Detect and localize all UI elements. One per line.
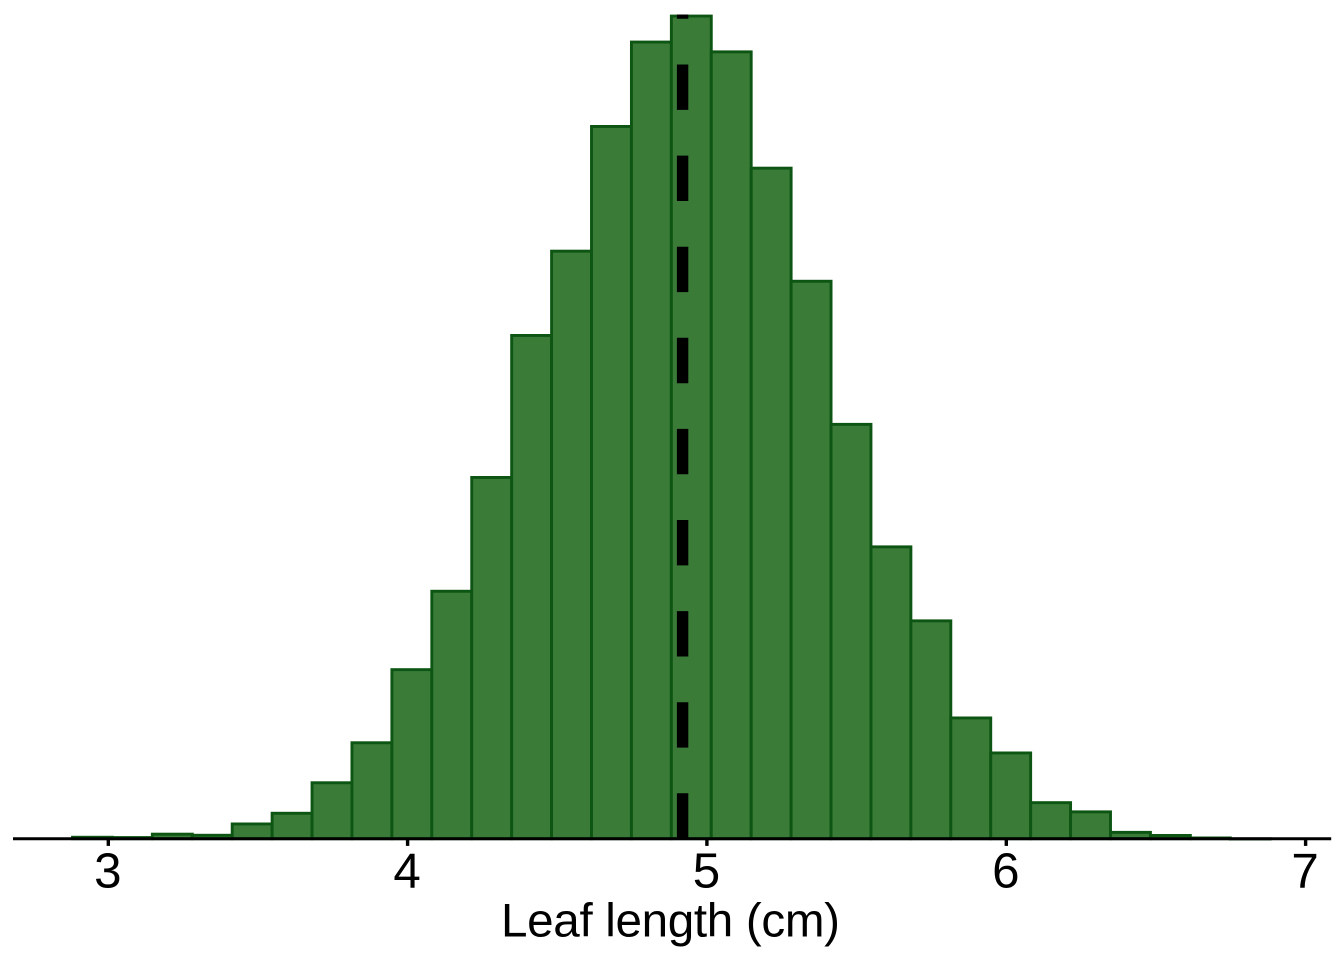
svg-text:3: 3 xyxy=(94,844,121,899)
svg-text:7: 7 xyxy=(1291,844,1318,899)
svg-text:4: 4 xyxy=(393,844,420,899)
svg-text:6: 6 xyxy=(992,844,1019,899)
svg-text:Leaf length (cm): Leaf length (cm) xyxy=(501,895,840,948)
svg-text:5: 5 xyxy=(693,844,720,899)
